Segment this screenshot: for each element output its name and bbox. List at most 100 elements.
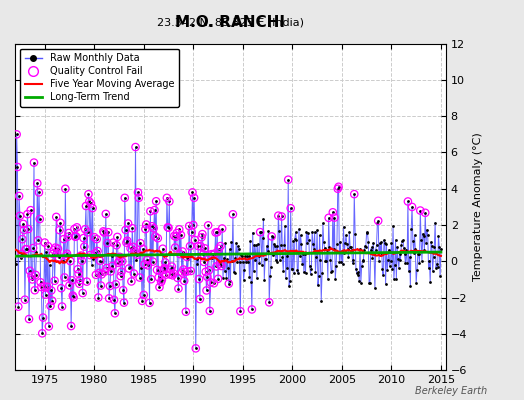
Point [377,239,386,246]
Point [99,259,107,265]
Point [50,278,59,284]
Point [230,269,238,275]
Point [145,300,154,306]
Point [402,246,410,253]
Point [366,280,374,286]
Point [244,253,253,260]
Point [290,270,298,276]
Point [172,234,180,240]
Point [137,265,146,272]
Point [140,261,149,268]
Point [69,294,78,300]
Point [350,191,358,197]
Point [83,278,91,285]
Point [112,242,121,248]
Point [334,184,343,190]
Point [149,258,157,265]
Point [320,244,329,251]
Y-axis label: Temperature Anomaly (°C): Temperature Anomaly (°C) [473,132,483,281]
Point [411,246,420,252]
Point [301,251,309,257]
Point [413,267,421,273]
Point [357,263,366,269]
Point [140,261,149,268]
Point [194,243,202,249]
Point [86,252,94,258]
Point [179,266,188,273]
Point [169,270,178,276]
Point [406,254,414,260]
Point [284,176,292,183]
Point [243,253,251,259]
Point [176,251,184,257]
Point [132,144,140,150]
Point [134,189,142,196]
Point [313,227,321,234]
Point [44,243,52,249]
Point [381,281,390,287]
Point [161,259,169,266]
Point [216,243,225,249]
Point [37,284,46,290]
Point [39,314,47,321]
Point [70,226,79,232]
Point [122,227,130,233]
Point [269,252,278,258]
Point [423,226,431,233]
Point [291,236,299,242]
Point [227,239,235,246]
Point [118,258,126,264]
Point [221,268,229,274]
Point [96,282,105,289]
Point [316,257,324,263]
Point [347,247,356,253]
Point [27,273,36,279]
Point [346,244,354,250]
Point [386,263,394,269]
Point [40,283,48,290]
Point [12,261,20,268]
Point [190,195,198,201]
Point [336,238,344,245]
Point [94,294,103,301]
Point [62,253,70,259]
Point [198,231,206,237]
Point [319,220,327,226]
Point [91,250,99,256]
Point [151,233,159,240]
Point [211,229,220,236]
Point [41,292,50,298]
Point [106,268,115,274]
Point [35,189,43,196]
Point [380,237,388,243]
Point [110,297,118,303]
Point [179,266,188,273]
Point [196,243,205,250]
Point [213,229,222,236]
Point [13,131,21,138]
Point [220,255,228,261]
Point [228,258,236,264]
Point [167,266,175,273]
Point [417,237,425,243]
Point [19,221,27,227]
Point [210,280,218,286]
Point [180,278,189,284]
Point [144,262,152,268]
Point [96,258,104,264]
Point [163,224,172,230]
Point [189,222,198,228]
Point [390,276,398,282]
Point [144,262,152,268]
Point [146,208,155,214]
Point [185,223,193,229]
Point [252,242,260,248]
Point [198,234,206,240]
Point [198,231,206,237]
Point [52,214,60,220]
Point [50,247,58,253]
Point [46,303,54,309]
Point [169,270,178,276]
Point [19,221,27,227]
Point [250,241,258,248]
